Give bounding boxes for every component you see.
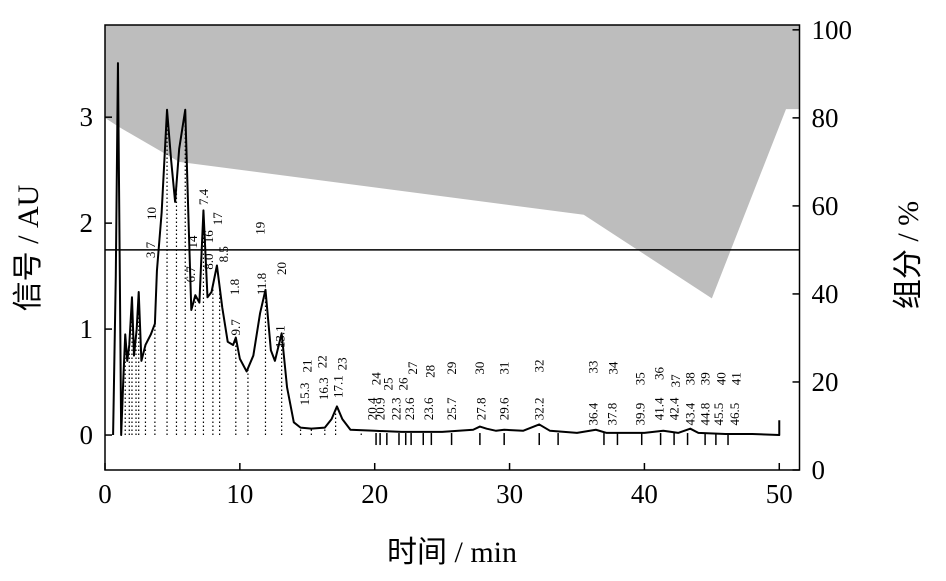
peak-label: 31 [497, 362, 512, 375]
peak-label: 35 [633, 372, 648, 385]
peak-label: 32.2 [532, 397, 547, 420]
peak-label: 8.5 [216, 246, 231, 262]
y-tick-label: 1 [80, 314, 94, 344]
peak-label: 1.8 [227, 279, 242, 295]
peak-label: 23 [335, 357, 350, 370]
peak-label: 22 [314, 355, 329, 368]
peak-label: 25 [381, 378, 396, 391]
peak-label: 27.8 [474, 397, 489, 420]
peak-label: 33 [586, 361, 601, 374]
peak-label: 23.6 [402, 397, 417, 420]
peak-label: 42.4 [666, 397, 681, 420]
peak-label: 24 [368, 372, 383, 386]
peak-label: 16 [201, 230, 216, 244]
peak-label: 3.7 [143, 241, 158, 258]
peak-label: 7.4 [196, 188, 211, 205]
peak-label: 41 [728, 372, 743, 385]
peak-label: 26 [395, 377, 410, 391]
peak-label: 39 [697, 372, 712, 385]
y2-tick-label: 60 [812, 191, 839, 221]
peak-label: 20 [274, 262, 289, 275]
peak-label: 11.8 [254, 273, 269, 295]
signal-line [112, 62, 781, 437]
gradient-area [105, 25, 800, 299]
peak-label: 37 [668, 374, 683, 388]
peak-label: 37.8 [604, 403, 619, 426]
x-tick-label: 0 [98, 479, 112, 509]
y2-tick-label: 100 [812, 15, 853, 45]
peak-label: 17.1 [331, 375, 346, 398]
y-tick-label: 2 [80, 208, 94, 238]
peak-label: 36 [652, 366, 667, 380]
peak-label: 22.3 [389, 397, 404, 420]
x-tick-label: 50 [766, 479, 793, 509]
peak-label: 23.6 [421, 397, 436, 420]
peak-label: 40 [714, 372, 729, 385]
y-tick-label: 3 [80, 102, 94, 132]
peak-label: 38 [683, 372, 698, 385]
peak-label: 25.7 [444, 397, 459, 420]
y2-tick-label: 0 [812, 455, 826, 485]
peak-label: 14 [185, 235, 200, 249]
peak-label: 28 [422, 365, 437, 378]
peak-label: 39.9 [633, 403, 648, 426]
peak-label: 36.4 [586, 402, 601, 425]
peak-label: 6.7 [183, 266, 198, 283]
peak-label: 29 [444, 362, 459, 375]
peak-label: 43.4 [683, 402, 698, 425]
peak-label: 29.6 [497, 397, 512, 420]
peak-label: 32 [532, 360, 547, 373]
y-axis-label: 信号 / AU [12, 184, 45, 311]
y2-tick-label: 20 [812, 367, 839, 397]
y-tick-label: 0 [80, 420, 94, 450]
peak-label: 27 [405, 361, 420, 375]
peak-label: 20.9 [372, 397, 387, 420]
peak-label: 9.7 [228, 319, 243, 336]
x-tick-label: 40 [631, 479, 658, 509]
x-axis-label: 时间 / min [387, 536, 517, 569]
peak-label: 45.5 [711, 403, 726, 426]
peak-label: 13.1 [273, 325, 288, 348]
peak-label: 16.3 [316, 377, 331, 400]
peak-label: 41.4 [652, 397, 667, 420]
y2-tick-label: 40 [812, 279, 839, 309]
x-tick-label: 30 [496, 479, 523, 509]
x-tick-label: 20 [361, 479, 388, 509]
peak-label: 10 [144, 207, 159, 220]
y2-axis-label: 组分 / % [892, 201, 925, 309]
peak-label: 30 [472, 362, 487, 375]
peak-label: 17 [210, 212, 225, 226]
peak-label: 46.5 [727, 403, 742, 426]
plot-frame [104, 24, 801, 471]
peak-label: 8.0 [201, 254, 216, 270]
y2-tick-label: 80 [812, 103, 839, 133]
peak-label: 20.4 [364, 397, 379, 420]
peak-label: 44.8 [697, 403, 712, 426]
peak-label: 15.3 [297, 383, 312, 406]
peak-label: 21 [300, 360, 315, 373]
peak-label: 34 [606, 361, 621, 375]
x-tick-label: 10 [226, 479, 253, 509]
peak-label: 19 [252, 222, 267, 235]
